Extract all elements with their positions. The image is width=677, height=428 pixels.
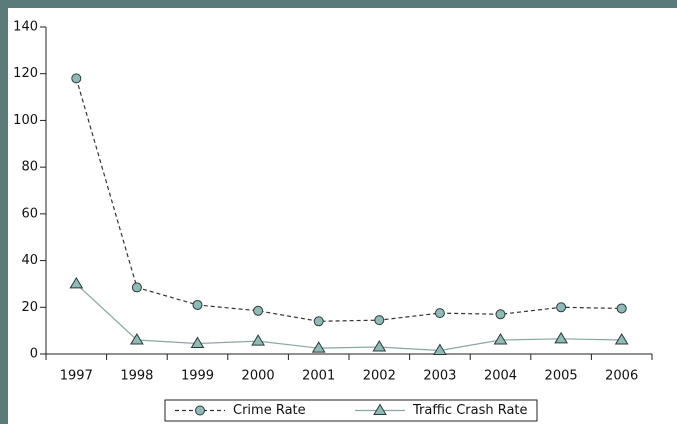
legend-marker — [195, 405, 205, 416]
x-tick-label: 2001 — [302, 369, 335, 384]
point — [495, 309, 506, 320]
y-tick-label: 60 — [21, 206, 38, 221]
x-tick-label: 1998 — [120, 369, 153, 384]
point — [130, 333, 144, 345]
point — [616, 303, 627, 314]
y-tick-label: 0 — [30, 347, 38, 362]
x-tick-label: 2006 — [605, 369, 638, 384]
x-tick-label: 1999 — [181, 369, 214, 384]
y-tick-label: 100 — [13, 113, 38, 128]
frame-left — [0, 0, 8, 424]
y-tick-label: 140 — [13, 20, 38, 35]
y-tick-label: 80 — [21, 160, 38, 175]
x-tick-label: 2000 — [242, 369, 275, 384]
legend-label: Traffic Crash Rate — [412, 403, 528, 418]
y-tick-label: 20 — [21, 300, 38, 315]
series-line — [75, 283, 622, 352]
point — [374, 315, 385, 326]
x-tick-label: 2003 — [423, 369, 456, 384]
x-tick-label: 2005 — [545, 369, 578, 384]
point — [71, 73, 82, 84]
point — [493, 333, 508, 345]
legend-box — [164, 399, 538, 422]
point — [253, 305, 264, 316]
y-tick-label: 120 — [13, 66, 38, 81]
point — [251, 334, 265, 346]
x-tick-label: 2004 — [484, 369, 517, 384]
x-tick-label: 1997 — [60, 369, 93, 384]
series-line — [75, 78, 622, 322]
legend-label: Crime Rate — [233, 403, 306, 418]
point — [554, 331, 568, 344]
point — [131, 282, 142, 293]
y-tick-label: 40 — [21, 253, 38, 268]
point — [311, 341, 326, 353]
point — [614, 333, 629, 345]
point — [190, 336, 205, 348]
point — [313, 316, 324, 327]
point — [434, 308, 445, 319]
point — [372, 340, 387, 352]
point — [433, 343, 447, 355]
point — [192, 299, 203, 310]
point — [69, 276, 84, 289]
point — [556, 302, 567, 313]
legend-marker — [373, 403, 387, 415]
frame-top — [0, 0, 677, 8]
x-tick-label: 2002 — [363, 369, 396, 384]
